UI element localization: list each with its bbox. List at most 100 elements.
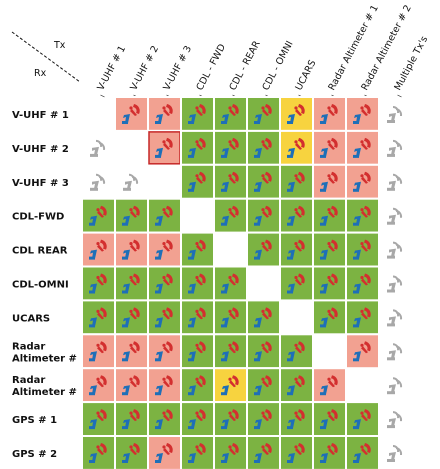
cell-background (114, 265, 149, 302)
receiver-antenna-icon (188, 385, 196, 396)
matrix-cell (213, 333, 248, 370)
cell-background (114, 299, 149, 336)
transmitter-dish-icon (327, 171, 338, 184)
matrix-cell (279, 401, 314, 438)
receiver-antenna-icon (89, 283, 97, 294)
transmitter-dish-icon (195, 375, 206, 388)
matrix-cell (312, 96, 347, 132)
cell-background (279, 265, 314, 302)
cell-background (312, 96, 347, 132)
matrix-cell (147, 435, 182, 469)
matrix-cell (180, 96, 215, 132)
row-header: V-UHF # 3 (12, 178, 69, 189)
cell-background (345, 333, 380, 370)
matrix-cell (312, 265, 347, 302)
cell-background (114, 435, 149, 469)
matrix-cell (81, 231, 116, 268)
matrix-cell (81, 265, 116, 302)
matrix-cell (345, 163, 380, 200)
matrix-cell (114, 96, 149, 132)
matrix-cell (180, 333, 215, 370)
multiple-transmitters-icon (387, 343, 403, 361)
transmitter-dish-icon (228, 171, 239, 184)
receiver-antenna-icon (287, 114, 295, 124)
transmitter-dish-icon (96, 443, 107, 455)
cell-background (81, 197, 116, 234)
row-header-line: CDL-FWD (12, 212, 64, 223)
cell-background (147, 333, 182, 370)
cell-background (114, 197, 149, 234)
receiver-antenna-icon (89, 385, 97, 396)
receiver-antenna-icon (353, 181, 361, 192)
row-header: CDL REAR (12, 246, 68, 257)
transmitter-dish-icon (261, 375, 272, 388)
matrix-cell (345, 299, 380, 336)
receiver-antenna-icon (254, 385, 262, 396)
column-header-tick (100, 94, 105, 98)
row-header-line: GPS # 1 (12, 415, 57, 426)
matrix-cell (213, 96, 248, 132)
matrix-cell (279, 129, 314, 166)
receiver-antenna-icon (155, 249, 163, 260)
transmitter-dish-icon (228, 307, 239, 320)
column-header: V-UHF # 3 (161, 44, 194, 92)
matrix-cell (81, 435, 116, 469)
receiver-antenna-icon (254, 215, 262, 226)
cell-background (279, 367, 314, 404)
multiple-transmitters-icon (387, 105, 403, 123)
corner-header: Tx Rx (11, 31, 81, 83)
cell-background (147, 231, 182, 268)
transmitter-dish-icon (195, 341, 206, 354)
transmitter-dish-icon (294, 273, 305, 286)
cell-background (180, 367, 215, 404)
cell-background (312, 231, 347, 268)
matrix-cell (180, 435, 215, 469)
transmitter-dish-icon (96, 205, 107, 218)
cell-background (246, 435, 281, 469)
receiver-antenna-icon (122, 215, 130, 226)
transmitter-dish-icon (327, 409, 338, 422)
multiple-transmitters-icon (387, 207, 403, 225)
receiver-antenna-icon (188, 114, 196, 124)
row-header: Radar Altimeter # 1 (12, 341, 87, 364)
cell-background (213, 197, 248, 234)
transmitter-dish-icon (294, 375, 305, 388)
matrix-cell (114, 367, 149, 404)
receiver-antenna-icon (188, 317, 196, 328)
receiver-antenna-icon (320, 385, 328, 396)
matrix-cell (213, 163, 248, 200)
matrix-cell (246, 197, 281, 234)
column-header: UCARS (293, 58, 318, 92)
receiver-antenna-icon (254, 419, 262, 430)
receiver-antenna-icon (188, 351, 196, 362)
matrix-cell (213, 265, 248, 302)
cell-background (279, 129, 314, 166)
cell-background (213, 435, 248, 469)
receiver-antenna-icon (155, 114, 163, 124)
cell-background (213, 367, 248, 404)
multiple-tx-cell (387, 343, 403, 361)
receiver-antenna-icon (287, 283, 295, 294)
transmitter-dish-icon (228, 375, 239, 388)
row-header-line: CDL REAR (12, 246, 68, 257)
transmitter-dish-icon (261, 341, 272, 354)
transmitter-dish-icon (327, 104, 338, 116)
column-header: CDL - REAR (227, 39, 262, 93)
column-header: V-UHF # 2 (128, 44, 161, 92)
receiver-antenna-icon (254, 453, 262, 463)
transmitter-dish-icon (129, 341, 140, 354)
matrix-cell (213, 129, 248, 166)
multiple-tx-cell (387, 139, 403, 157)
transmitter-dish-icon (228, 443, 239, 455)
transmitter-dish-icon (327, 273, 338, 286)
transmitter-dish-icon (96, 307, 107, 320)
transmitter-dish-icon (294, 341, 305, 354)
cell-background (213, 129, 248, 166)
transmitter-dish-icon (360, 307, 371, 320)
column-header: Multiple Tx's (392, 34, 430, 92)
matrix-cell (213, 299, 248, 336)
transmitter-dish-icon (162, 205, 173, 218)
transmitter-dish-icon (360, 409, 371, 422)
receiver-antenna-icon (188, 181, 196, 192)
